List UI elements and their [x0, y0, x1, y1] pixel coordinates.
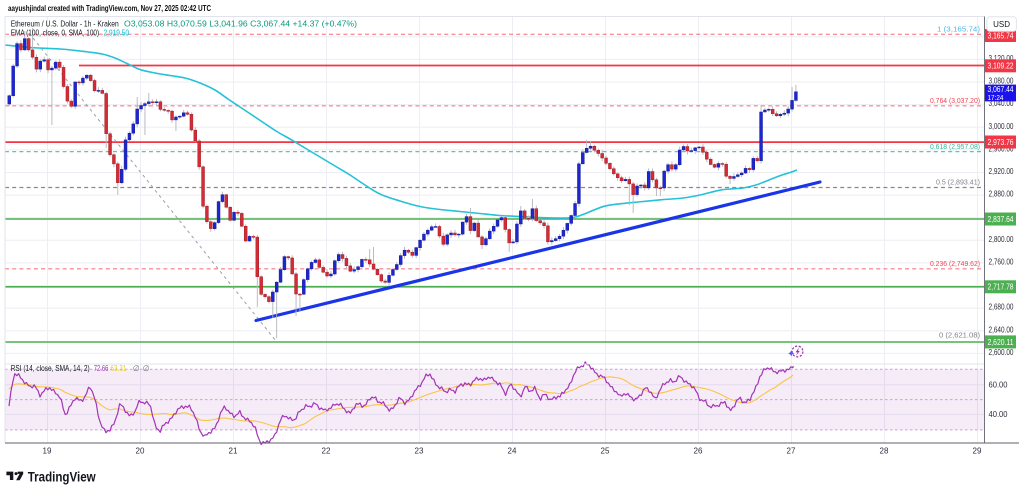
svg-text:2,640.00: 2,640.00 — [989, 325, 1014, 334]
svg-text:2,837.64: 2,837.64 — [988, 215, 1014, 224]
svg-text:2,880.00: 2,880.00 — [989, 190, 1014, 199]
svg-text:0.236 (2,749.62): 0.236 (2,749.62) — [930, 259, 980, 268]
svg-text:1 (3,165.74): 1 (3,165.74) — [937, 25, 980, 34]
svg-text:0.764 (3,037.20): 0.764 (3,037.20) — [930, 96, 980, 105]
svg-text:72.66: 72.66 — [94, 364, 109, 373]
svg-text:Ethereum / U.S. Dollar - 1h -: Ethereum / U.S. Dollar - 1h - Kraken — [11, 19, 119, 28]
svg-text:2,920.00: 2,920.00 — [989, 167, 1014, 176]
svg-text:RSI (14, close, SMA, 14, 2): RSI (14, close, SMA, 14, 2) — [11, 364, 90, 373]
svg-text:0.5 (2,893.41): 0.5 (2,893.41) — [936, 178, 980, 187]
svg-text:23: 23 — [415, 447, 424, 456]
svg-text:3,040.00: 3,040.00 — [989, 99, 1014, 108]
svg-text:26: 26 — [694, 447, 703, 456]
svg-text:∅: ∅ — [143, 364, 150, 373]
svg-text:EMA (100, close, 0, SMA, 100): EMA (100, close, 0, SMA, 100) — [11, 28, 100, 37]
svg-text:3,120.00: 3,120.00 — [989, 54, 1014, 63]
svg-text:2,620.11: 2,620.11 — [988, 338, 1014, 347]
svg-text:20: 20 — [136, 447, 145, 456]
svg-text:2,717.78: 2,717.78 — [988, 283, 1014, 292]
svg-text:2,919.50: 2,919.50 — [104, 28, 130, 37]
svg-text:TradingView: TradingView — [28, 468, 96, 484]
svg-text:2,600.00: 2,600.00 — [989, 348, 1014, 357]
svg-text:2,800.00: 2,800.00 — [989, 235, 1014, 244]
svg-text:29: 29 — [973, 447, 982, 456]
svg-text:3,165.74: 3,165.74 — [988, 31, 1014, 40]
svg-text:0.618 (2,957.08): 0.618 (2,957.08) — [930, 142, 980, 151]
svg-text:2,960.00: 2,960.00 — [989, 145, 1014, 154]
svg-text:60.00: 60.00 — [989, 381, 1009, 390]
svg-text:3,067.44: 3,067.44 — [988, 85, 1014, 94]
svg-text:28: 28 — [880, 447, 889, 456]
svg-text:aayushjindal created with Trad: aayushjindal created with TradingView.co… — [8, 4, 211, 13]
svg-text:0 (2,621.08): 0 (2,621.08) — [939, 330, 980, 339]
svg-text:3,000.00: 3,000.00 — [989, 122, 1014, 131]
svg-text:2,973.76: 2,973.76 — [988, 138, 1014, 147]
svg-text:3,080.00: 3,080.00 — [989, 77, 1014, 86]
svg-text:24: 24 — [508, 447, 517, 456]
svg-text:3,109.22: 3,109.22 — [988, 62, 1014, 71]
svg-text:USD: USD — [993, 20, 1010, 29]
svg-text:25: 25 — [601, 447, 610, 456]
svg-text:22: 22 — [322, 447, 331, 456]
svg-text:O3,053.08 H3,070.59 L3,041.9: O3,053.08 H3,070.59 L3,041.96 C3,067.44 … — [124, 19, 357, 28]
svg-text:17:24: 17:24 — [988, 93, 1004, 102]
svg-text:21: 21 — [229, 447, 238, 456]
svg-text:2,760.00: 2,760.00 — [989, 258, 1014, 267]
svg-text:2,680.00: 2,680.00 — [989, 303, 1014, 312]
svg-text:19: 19 — [43, 447, 52, 456]
svg-text:27: 27 — [787, 447, 796, 456]
svg-text:63.31: 63.31 — [110, 364, 126, 373]
svg-text:∅: ∅ — [133, 364, 140, 373]
svg-text:40.00: 40.00 — [989, 410, 1009, 419]
